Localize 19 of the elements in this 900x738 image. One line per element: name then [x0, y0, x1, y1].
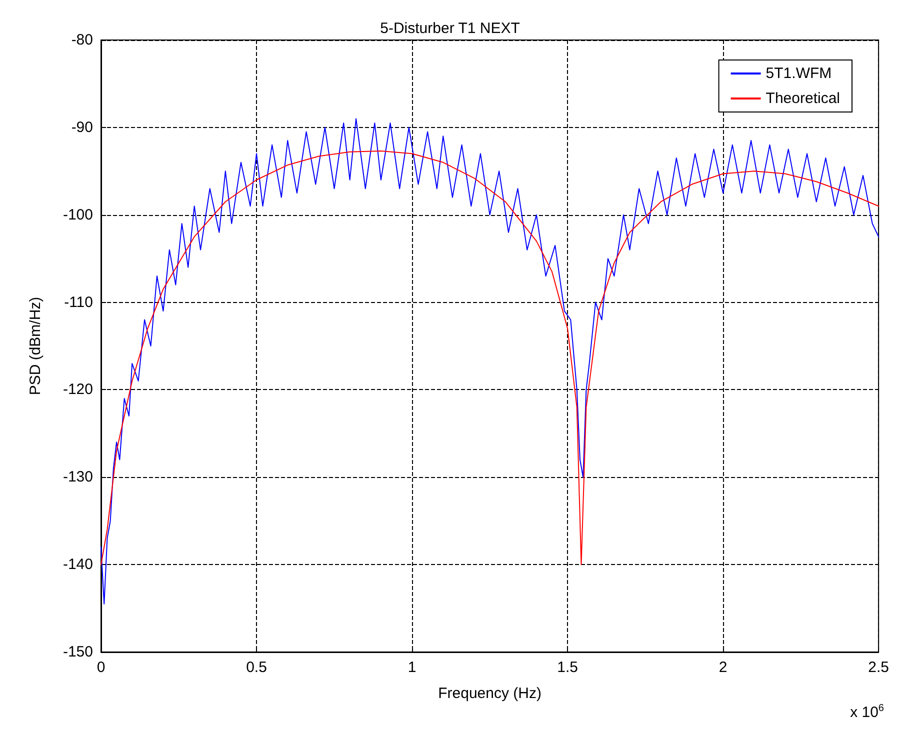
- y-axis-title: PSD (dBm/Hz): [27, 296, 44, 396]
- legend-label: 5T1.WFM: [766, 65, 832, 82]
- y-tick-label: -150: [62, 644, 93, 660]
- x-tick-label: 0.5: [246, 659, 267, 676]
- legend-label: Theoretical: [766, 90, 840, 107]
- y-tick-label: -100: [62, 206, 93, 224]
- x-axis-title: Frequency (Hz): [438, 685, 542, 702]
- y-tick-label: -110: [64, 294, 93, 311]
- x-tick-label: 1: [408, 659, 416, 676]
- x-tick-label: 2.5: [868, 659, 890, 676]
- x-tick-label: 0: [96, 659, 106, 676]
- y-tick-label: -140: [62, 556, 93, 574]
- x-tick-label: 1.5: [557, 659, 578, 676]
- y-tick-label: -130: [62, 468, 93, 486]
- x-tick-label: 2: [718, 659, 728, 676]
- y-tick-label: -120: [62, 381, 93, 398]
- chart-title: 5-Disturber T1 NEXT: [380, 20, 520, 37]
- y-tick-label: -80: [71, 32, 93, 48]
- y-tick-label: -90: [71, 118, 93, 136]
